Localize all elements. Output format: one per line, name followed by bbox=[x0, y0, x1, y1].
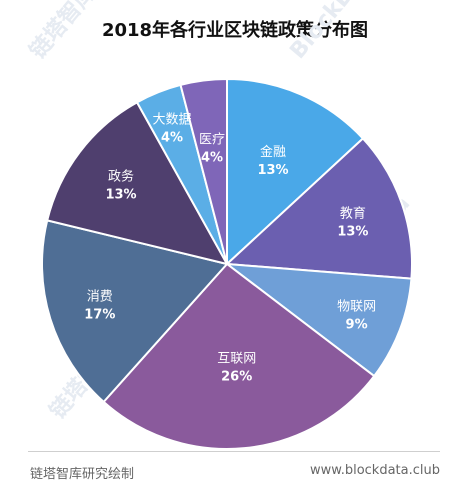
slice-category-label: 大数据 bbox=[152, 113, 191, 128]
slice-category-label: 政务 bbox=[108, 168, 134, 184]
slice-category-label: 互联网 bbox=[217, 351, 256, 366]
slice-percent-label: 9% bbox=[346, 318, 368, 333]
pie-slice-3[interactable] bbox=[223, 262, 413, 378]
pie-slice-8[interactable] bbox=[179, 77, 228, 265]
footer-source: 链塔智库研究绘制 bbox=[30, 467, 135, 482]
slice-percent-label: 13% bbox=[105, 187, 136, 202]
slice-percent-label: 26% bbox=[221, 369, 252, 384]
slice-category-label: 医疗 bbox=[199, 133, 225, 148]
footer-url[interactable]: www.blockdata.club bbox=[310, 463, 440, 478]
watermark-text: 链塔智库 bbox=[25, 0, 101, 64]
chart-title: 2018年各行业区块链政策分布图 bbox=[101, 20, 369, 41]
slice-percent-label: 4% bbox=[161, 131, 183, 146]
pie-slice-4[interactable] bbox=[102, 262, 376, 450]
pie-labels: 金融 13% 教育 13% 物联网 9% 互联网 26% 消费 17% 政务 13% 大数据 4% 医疗 4% bbox=[84, 113, 376, 385]
slice-percent-label: 13% bbox=[257, 163, 288, 178]
footer-divider bbox=[28, 451, 440, 452]
slice-category-label: 消费 bbox=[87, 290, 113, 305]
slice-percent-label: 13% bbox=[337, 224, 368, 239]
pie-slice-1[interactable] bbox=[226, 77, 365, 267]
pie-slice-2[interactable] bbox=[224, 137, 413, 280]
slice-percent-label: 17% bbox=[84, 308, 115, 323]
pie-slices bbox=[40, 77, 413, 450]
slice-category-label: 物联网 bbox=[337, 300, 376, 315]
watermark-text: BlockData bbox=[285, 0, 385, 64]
slice-percent-label: 4% bbox=[201, 151, 223, 166]
slice-category-label: 教育 bbox=[340, 205, 366, 221]
pie-slice-6[interactable] bbox=[46, 100, 229, 266]
pie-slice-5[interactable] bbox=[40, 219, 229, 404]
slice-category-label: 金融 bbox=[260, 144, 286, 160]
